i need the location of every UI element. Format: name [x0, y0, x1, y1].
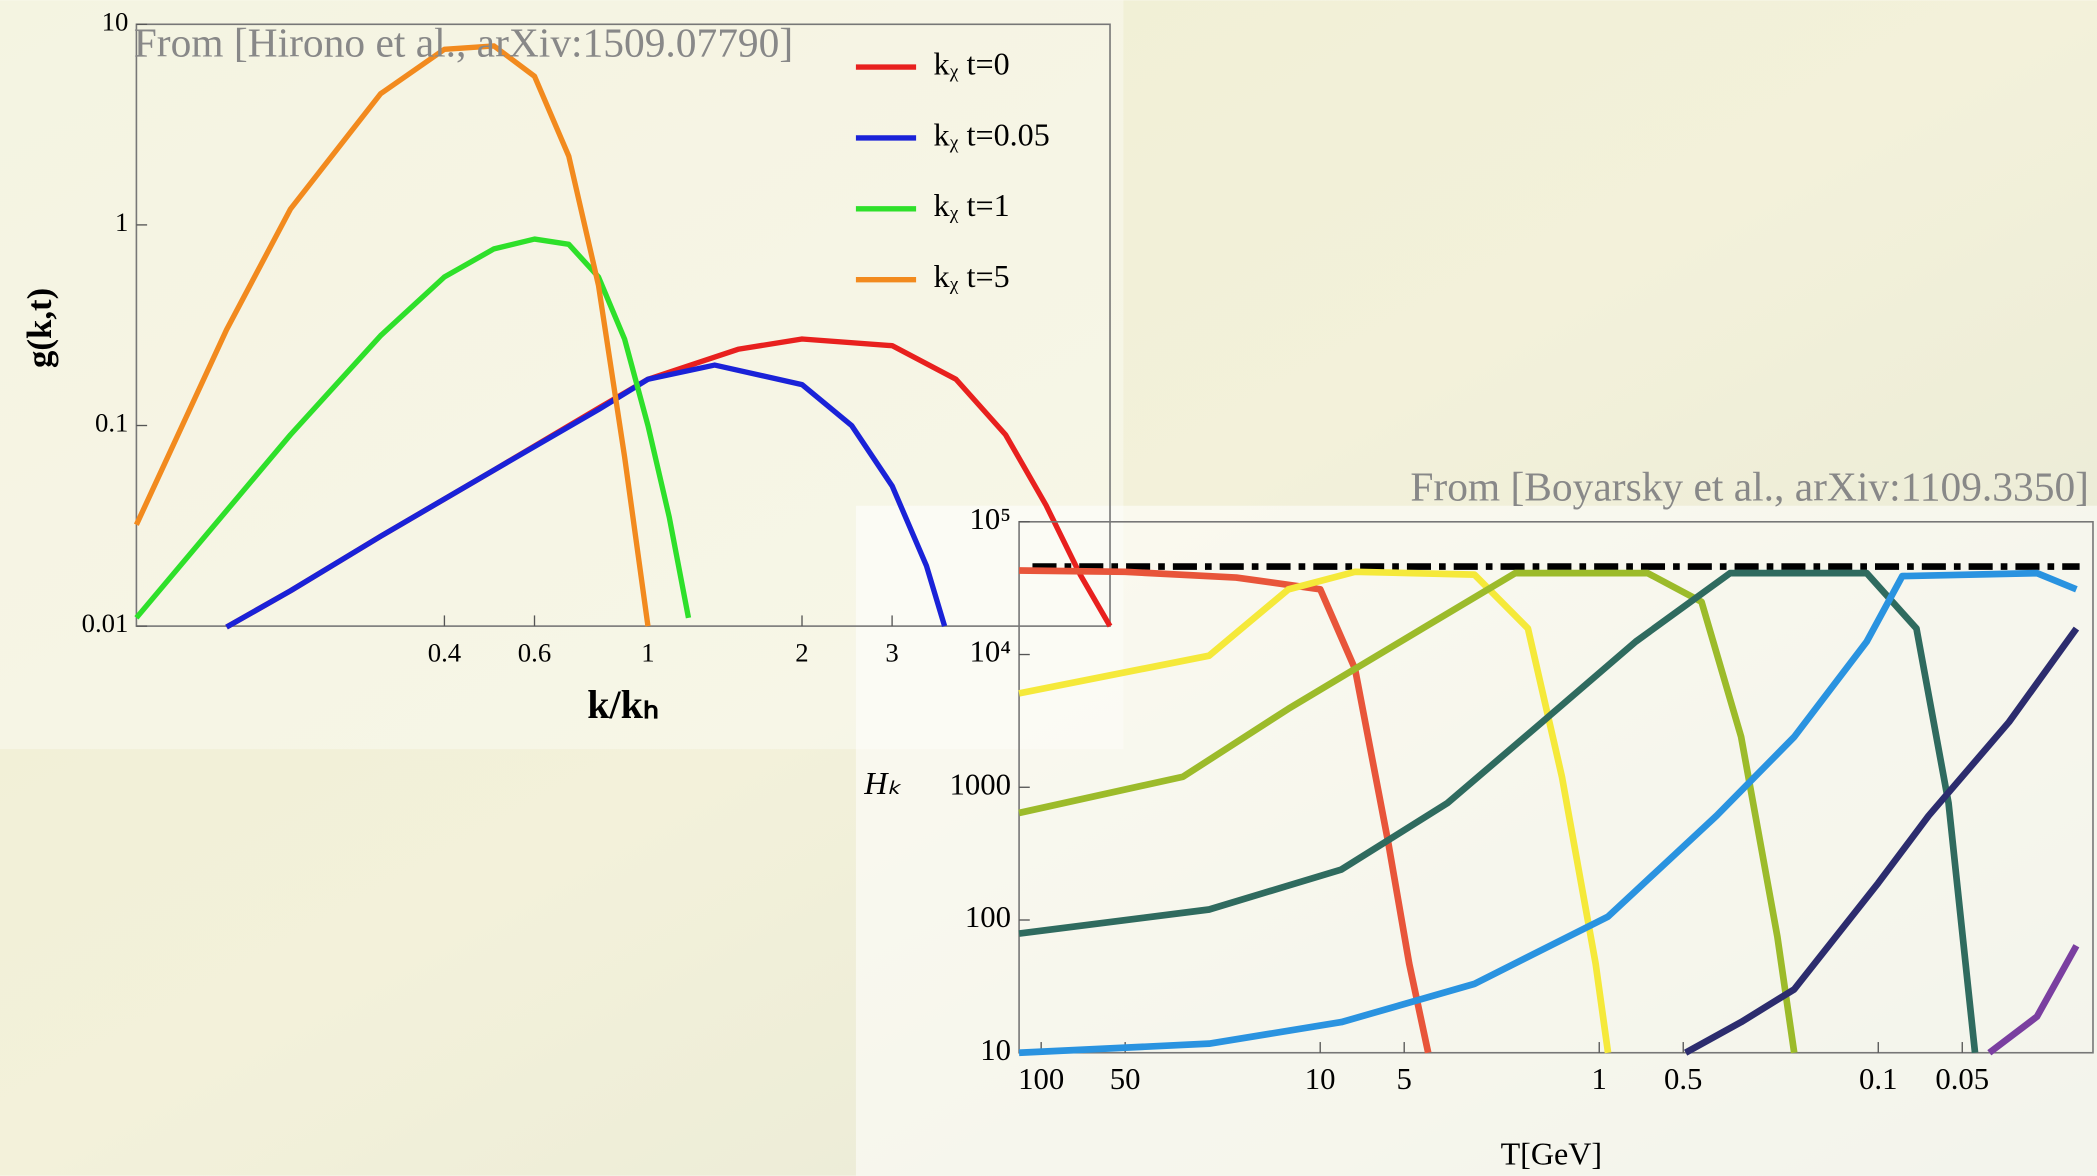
x-tick-label: 0.1: [1859, 1062, 1897, 1096]
y-axis-label: Hₖ: [863, 765, 901, 801]
source-note: From [Hirono et al., arXiv:1509.07790]: [134, 20, 793, 66]
x-tick-label: 5: [1397, 1062, 1412, 1096]
y-tick-label: 10⁴: [970, 635, 1011, 669]
legend-label: kᵪ t=1: [933, 187, 1009, 223]
legend-label: kᵪ t=0.05: [933, 116, 1049, 152]
x-tick-label: 0.6: [518, 638, 551, 668]
x-axis-label: k/kₕ: [587, 682, 659, 727]
y-tick-label: 1: [115, 207, 128, 237]
y-tick-label: 10: [980, 1033, 1011, 1067]
legend-label: kᵪ t=5: [933, 258, 1009, 294]
y-tick-label: 1000: [950, 767, 1012, 801]
x-tick-label: 100: [1018, 1062, 1064, 1096]
y-tick-label: 10⁵: [970, 502, 1011, 536]
x-tick-label: 3: [885, 638, 898, 668]
y-tick-label: 10: [102, 6, 129, 36]
x-tick-label: 1: [641, 638, 654, 668]
y-tick-label: 100: [965, 900, 1011, 934]
x-tick-label: 2: [795, 638, 808, 668]
y-axis-label: g(k,t): [20, 288, 59, 368]
x-axis-label: T[GeV]: [1501, 1135, 1603, 1171]
legend-label: kᵪ t=0: [933, 45, 1009, 81]
x-tick-label: 10: [1305, 1062, 1336, 1096]
source-note: From [Boyarsky et al., arXiv:1109.3350]: [1410, 464, 2089, 510]
x-tick-label: 0.4: [428, 638, 461, 668]
x-tick-label: 0.5: [1664, 1062, 1702, 1096]
x-tick-label: 0.05: [1935, 1062, 1989, 1096]
x-tick-label: 50: [1110, 1062, 1141, 1096]
y-tick-label: 0.1: [95, 408, 128, 438]
y-tick-label: 0.01: [82, 608, 129, 638]
x-tick-label: 1: [1592, 1062, 1607, 1096]
slide: 0.4 0.6 1 2 3 0.01 0.1 1 10 kᵪ t=0 kᵪ t=0.05 kᵪ t=1…: [0, 0, 2097, 1176]
